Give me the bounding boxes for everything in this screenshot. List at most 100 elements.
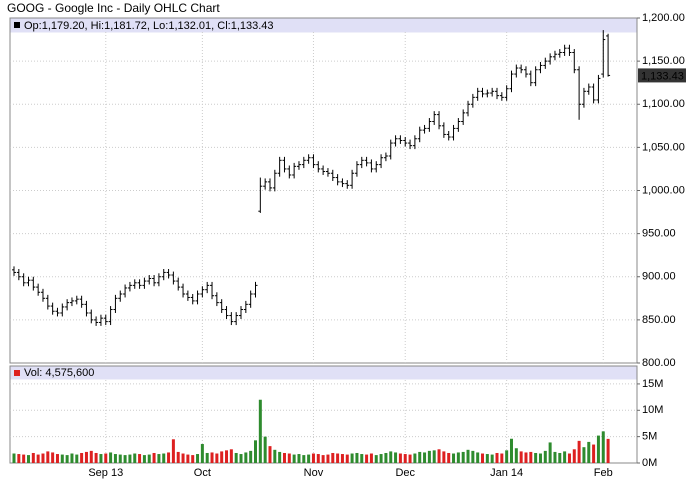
x-tick-label: Feb [594, 467, 613, 479]
volume-bar [17, 454, 21, 463]
volume-bar [133, 453, 137, 463]
volume-bar [529, 451, 533, 463]
volume-bar [51, 452, 55, 463]
volume-bar [152, 452, 156, 463]
volume-bar [220, 451, 224, 463]
volume-bar [292, 454, 296, 463]
volume-bar [94, 452, 98, 463]
volume-bar [350, 453, 354, 463]
x-tick-label: Sep 13 [88, 467, 123, 479]
volume-bar [75, 454, 79, 463]
volume-bar [147, 454, 151, 463]
volume-bar [418, 451, 422, 463]
volume-bar [142, 455, 146, 463]
volume-bar [123, 455, 127, 463]
volume-bar [432, 450, 436, 463]
volume-bar [200, 444, 204, 463]
volume-header [10, 366, 637, 380]
volume-bar [534, 452, 538, 463]
volume-bar [403, 454, 407, 463]
volume-bar [447, 452, 451, 463]
volume-bar [369, 453, 373, 463]
y-tick-label: 900.00 [642, 271, 676, 283]
volume-bar [548, 442, 552, 463]
volume-bar [587, 441, 591, 463]
volume-bar [84, 451, 88, 463]
volume-bar [128, 454, 132, 463]
volume-bar [524, 452, 528, 463]
volume-bar [70, 453, 74, 463]
volume-bar [394, 452, 398, 463]
volume-bar [379, 454, 383, 463]
x-tick-label: Nov [304, 467, 324, 479]
volume-bar [89, 450, 93, 463]
volume-bar [138, 454, 142, 463]
volume-bar [606, 438, 610, 463]
volume-bar [398, 453, 402, 463]
volume-bar [234, 452, 238, 463]
volume-bar [215, 453, 219, 463]
volume-bar [471, 450, 475, 463]
y-tick-label: 1,050.00 [642, 141, 685, 153]
y-tick-label: 1,200.00 [642, 12, 685, 24]
x-tick-label: Oct [194, 467, 211, 479]
volume-bar [481, 453, 485, 463]
last-price-box [638, 68, 686, 83]
volume-bar [321, 455, 325, 463]
volume-bar [176, 451, 180, 463]
volume-bar [596, 435, 600, 463]
volume-bar [505, 450, 509, 463]
last-price-label: 1,133.43 [641, 70, 684, 82]
volume-bar [118, 454, 122, 463]
volume-legend-swatch [14, 370, 20, 376]
y-tick-label: 10M [642, 404, 663, 416]
volume-bar [408, 454, 412, 463]
volume-bar [65, 455, 69, 463]
volume-bar [500, 453, 504, 463]
volume-bar [205, 452, 209, 463]
volume-header-text: Vol: 4,575,600 [24, 367, 94, 379]
volume-bar [157, 454, 161, 463]
volume-bar [360, 454, 364, 463]
volume-bar [263, 436, 267, 463]
volume-bar [297, 454, 301, 463]
volume-bar [311, 453, 315, 463]
volume-bar [437, 449, 441, 463]
volume-bar [582, 447, 586, 463]
volume-bar [456, 452, 460, 463]
volume-bar [592, 444, 596, 463]
volume-bar [485, 454, 489, 463]
volume-bar [389, 451, 393, 463]
volume-bar [104, 453, 108, 463]
volume-bar [567, 453, 571, 463]
volume-bar [558, 452, 562, 463]
y-tick-label: 850.00 [642, 314, 676, 326]
volume-bar [490, 454, 494, 463]
volume-bar [461, 451, 465, 463]
volume-bar [519, 451, 523, 463]
volume-bar [55, 454, 59, 463]
volume-bar [543, 450, 547, 463]
volume-bar [249, 450, 253, 463]
volume-bar [307, 454, 311, 463]
volume-bar [273, 449, 277, 463]
volume-bar [316, 454, 320, 463]
volume-bar [326, 454, 330, 463]
volume-bar [113, 454, 117, 463]
volume-bar [80, 452, 84, 463]
volume-bar [225, 450, 229, 463]
volume-bar [99, 454, 103, 463]
volume-bar [413, 453, 417, 463]
volume-bar [26, 455, 30, 463]
y-tick-label: 0M [642, 457, 657, 469]
y-tick-label: 1,000.00 [642, 184, 685, 196]
volume-bar [340, 454, 344, 463]
price-legend-swatch [14, 22, 20, 28]
volume-bar [12, 453, 16, 463]
volume-bar [41, 453, 45, 463]
volume-bar [331, 452, 335, 463]
volume-bar [239, 454, 243, 463]
price-header [10, 18, 637, 33]
volume-bar [268, 446, 272, 463]
